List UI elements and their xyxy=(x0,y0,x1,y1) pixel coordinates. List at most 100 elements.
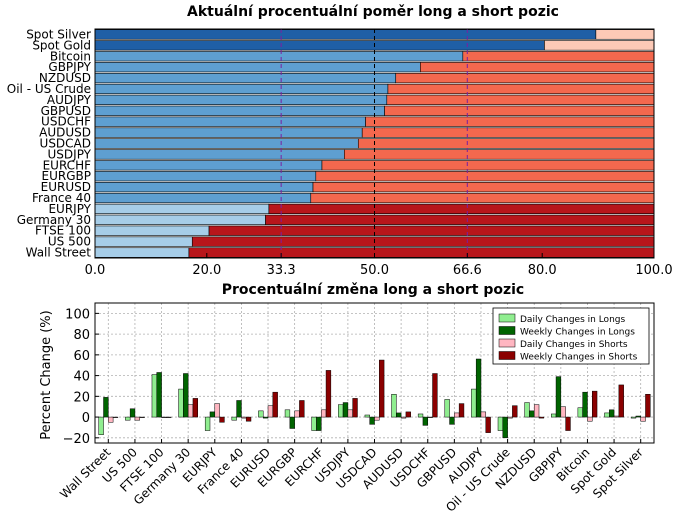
bar-daily-changes-in-shorts-nzdusd xyxy=(533,404,540,418)
x-tick-label-3: 50.0 xyxy=(360,263,389,278)
bar-weekly-changes-in-longs-gbpusd xyxy=(449,416,455,425)
legend-label-daily-changes-in-longs: Daily Changes in Longs xyxy=(520,315,625,325)
bar-daily-changes-in-longs-eurusd xyxy=(258,410,264,418)
bar-weekly-changes-in-shorts-usdjpy xyxy=(352,398,358,418)
short-bar-germany-30 xyxy=(265,214,655,225)
short-bar-gbpusd xyxy=(384,105,655,116)
bar-daily-changes-in-shorts-france-40 xyxy=(241,416,247,419)
bar-weekly-changes-in-longs-wall-street xyxy=(103,397,109,418)
long-bar-ftse-100 xyxy=(94,225,210,236)
y-tick-label-6: 100 xyxy=(65,307,90,322)
bar-weekly-changes-in-shorts-eurgbp xyxy=(299,400,305,418)
bar-daily-changes-in-longs-spot-gold xyxy=(604,412,610,418)
bottom-chart-title: Procentuální změna long a short pozic xyxy=(222,282,524,298)
category-label-spot-silver: Spot Silver xyxy=(26,27,91,41)
short-bar-spot-gold xyxy=(544,40,655,51)
bar-weekly-changes-in-shorts-ftse-100 xyxy=(166,416,172,418)
x-label-france-40: France 40 xyxy=(195,445,247,497)
category-label-bitcoin: Bitcoin xyxy=(50,49,91,63)
long-bar-bitcoin xyxy=(94,51,464,62)
short-bar-france-40 xyxy=(310,192,655,204)
bar-weekly-changes-in-longs-audusd xyxy=(396,412,402,418)
long-bar-wall-street xyxy=(94,247,190,258)
bottom-plot-frame xyxy=(94,302,655,444)
category-label-eurgbp: EURGBP xyxy=(42,169,91,183)
bar-weekly-changes-in-shorts-nzdusd xyxy=(538,416,545,419)
x-label-usdjpy: USDJPY xyxy=(312,445,353,486)
bar-weekly-changes-in-shorts-france-40 xyxy=(245,416,252,422)
long-bar-france-40 xyxy=(94,192,312,204)
bar-weekly-changes-in-shorts-audjpy xyxy=(485,416,491,433)
x-label-germany-30: Germany 30 xyxy=(131,445,193,507)
bar-daily-changes-in-shorts-eurjpy xyxy=(214,403,220,418)
bar-daily-changes-in-longs-usdcad xyxy=(364,414,370,418)
x-label-oil-us-crude: Oil - US Crude xyxy=(443,445,512,514)
x-label-audusd: AUDUSD xyxy=(360,445,407,492)
bar-weekly-changes-in-longs-bitcoin xyxy=(582,391,588,418)
category-label-nzdusd: NZDUSD xyxy=(39,71,91,85)
bar-daily-changes-in-longs-audusd xyxy=(391,394,397,418)
bar-daily-changes-in-shorts-audusd xyxy=(400,416,407,419)
x-label-gbpjpy: GBPJPY xyxy=(526,445,567,486)
x-tick-label-1: 20.0 xyxy=(192,263,221,278)
bar-daily-changes-in-shorts-usdchf xyxy=(427,416,433,418)
long-bar-audusd xyxy=(94,127,363,138)
bar-daily-changes-in-shorts-eurgbp xyxy=(294,410,300,418)
bar-daily-changes-in-longs-us-500 xyxy=(125,416,131,421)
y-tick-label-0: −20 xyxy=(63,432,90,447)
bar-daily-changes-in-longs-gbpusd xyxy=(444,399,450,418)
bar-daily-changes-in-shorts-eurusd xyxy=(267,405,274,418)
short-bar-spot-silver xyxy=(595,29,655,40)
bar-weekly-changes-in-shorts-gbpusd xyxy=(458,403,465,418)
bar-weekly-changes-in-longs-eurjpy xyxy=(209,411,216,418)
bar-daily-changes-in-shorts-audjpy xyxy=(480,411,487,418)
long-bar-gbpusd xyxy=(94,105,385,116)
bar-weekly-changes-in-longs-france-40 xyxy=(236,400,242,418)
long-bar-usdchf xyxy=(94,116,366,127)
bar-weekly-changes-in-shorts-audusd xyxy=(405,411,411,418)
x-tick-label-6: 100.0 xyxy=(635,263,672,278)
legend-box xyxy=(492,307,650,365)
bar-weekly-changes-in-longs-eurgbp xyxy=(289,416,295,429)
bar-daily-changes-in-longs-wall-street xyxy=(98,416,104,435)
short-bar-oil-us-crude xyxy=(387,83,655,95)
short-bar-eurusd xyxy=(312,182,655,193)
bar-daily-changes-in-shorts-bitcoin xyxy=(587,416,593,422)
bar-daily-changes-in-longs-germany-30 xyxy=(178,388,184,418)
y-tick-label-3: 40 xyxy=(73,370,90,385)
category-label-ftse-100: FTSE 100 xyxy=(35,224,91,238)
x-label-eurchf: EURCHF xyxy=(282,445,326,489)
bar-weekly-changes-in-shorts-eurusd xyxy=(272,391,278,418)
y-tick-label-2: 20 xyxy=(73,390,90,405)
long-bar-spot-gold xyxy=(94,40,545,51)
short-bar-gbpjpy xyxy=(420,62,655,73)
x-tick-label-5: 80.0 xyxy=(528,263,557,278)
x-label-spot-silver: Spot Silver xyxy=(590,445,646,501)
short-bar-eurgbp xyxy=(315,171,655,182)
short-bar-eurchf xyxy=(321,160,655,171)
bar-daily-changes-in-shorts-wall-street xyxy=(108,416,114,423)
bar-daily-changes-in-shorts-gbpusd xyxy=(454,412,460,418)
category-label-france-40: France 40 xyxy=(32,191,91,205)
legend-label-daily-changes-in-shorts: Daily Changes in Shorts xyxy=(520,340,628,350)
short-bar-nzdusd xyxy=(395,72,655,84)
x-label-spot-gold: Spot Gold xyxy=(568,445,619,496)
bar-daily-changes-in-shorts-us-500 xyxy=(134,416,140,421)
bar-daily-changes-in-longs-audjpy xyxy=(471,388,477,418)
category-label-us-500: US 500 xyxy=(48,235,91,249)
short-bar-usdjpy xyxy=(344,149,655,160)
top-chart-title: Aktuální procentuální poměr long a short… xyxy=(187,4,559,20)
long-bar-usdjpy xyxy=(94,149,345,160)
bar-daily-changes-in-shorts-usdcad xyxy=(374,416,380,421)
bar-weekly-changes-in-shorts-spot-silver xyxy=(645,394,651,418)
bar-weekly-changes-in-longs-usdchf xyxy=(422,416,428,426)
bar-daily-changes-in-longs-bitcoin xyxy=(577,407,583,418)
bar-daily-changes-in-longs-ftse-100 xyxy=(151,374,158,418)
long-bar-gbpjpy xyxy=(94,62,421,73)
bar-weekly-changes-in-shorts-usdchf xyxy=(432,373,438,418)
long-bar-oil-us-crude xyxy=(94,83,389,95)
y-tick-label-1: 0 xyxy=(82,411,90,426)
long-bar-germany-30 xyxy=(94,214,266,225)
bar-weekly-changes-in-longs-usdcad xyxy=(369,416,375,425)
x-label-usdchf: USDCHF xyxy=(388,445,433,490)
